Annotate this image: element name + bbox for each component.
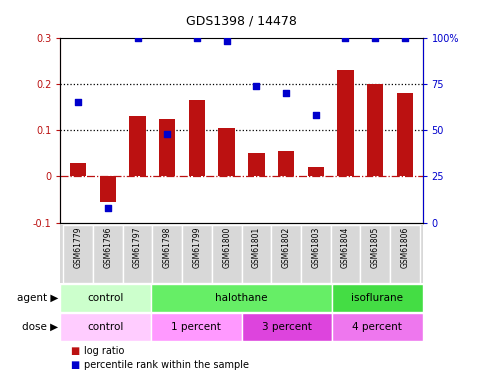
- Bar: [332, 313, 423, 341]
- Text: GSM61796: GSM61796: [103, 226, 113, 268]
- Bar: [308, 167, 324, 177]
- Bar: [70, 162, 86, 177]
- Text: GDS1398 / 14478: GDS1398 / 14478: [186, 15, 297, 28]
- Text: isoflurane: isoflurane: [351, 293, 403, 303]
- Bar: [301, 225, 330, 283]
- Bar: [360, 225, 390, 283]
- Text: agent ▶: agent ▶: [16, 293, 58, 303]
- Bar: [123, 225, 153, 283]
- Bar: [151, 313, 242, 341]
- Text: GSM61797: GSM61797: [133, 226, 142, 268]
- Point: [163, 131, 171, 137]
- Point: [312, 112, 320, 118]
- Text: control: control: [87, 322, 124, 332]
- Bar: [330, 225, 360, 283]
- Point: [371, 34, 379, 40]
- Point: [401, 34, 409, 40]
- Bar: [189, 100, 205, 177]
- Point: [104, 205, 112, 211]
- Text: GSM61801: GSM61801: [252, 226, 261, 268]
- Text: GSM61805: GSM61805: [370, 226, 380, 268]
- Bar: [278, 151, 294, 177]
- Bar: [248, 153, 265, 177]
- Bar: [397, 93, 413, 177]
- Point: [134, 34, 142, 40]
- Bar: [159, 118, 175, 177]
- Point: [74, 99, 82, 105]
- Point: [253, 82, 260, 88]
- Text: GSM61800: GSM61800: [222, 226, 231, 268]
- Text: dose ▶: dose ▶: [22, 322, 58, 332]
- Bar: [63, 225, 93, 283]
- Bar: [242, 225, 271, 283]
- Text: ■: ■: [70, 360, 79, 370]
- Point: [341, 34, 349, 40]
- Text: 4 percent: 4 percent: [353, 322, 402, 332]
- Bar: [151, 284, 332, 312]
- Bar: [390, 225, 420, 283]
- Point: [223, 38, 230, 44]
- Point: [282, 90, 290, 96]
- Bar: [182, 225, 212, 283]
- Point: [193, 34, 201, 40]
- Text: GSM61802: GSM61802: [282, 226, 291, 268]
- Text: ■: ■: [70, 346, 79, 356]
- Bar: [60, 284, 151, 312]
- Text: halothane: halothane: [215, 293, 268, 303]
- Bar: [218, 128, 235, 177]
- Text: GSM61779: GSM61779: [74, 226, 83, 268]
- Text: GSM61803: GSM61803: [311, 226, 320, 268]
- Text: GSM61798: GSM61798: [163, 226, 172, 268]
- Text: GSM61799: GSM61799: [192, 226, 201, 268]
- Text: GSM61804: GSM61804: [341, 226, 350, 268]
- Bar: [367, 84, 384, 177]
- Bar: [271, 225, 301, 283]
- Bar: [60, 313, 151, 341]
- Bar: [242, 313, 332, 341]
- Bar: [337, 70, 354, 177]
- Text: 3 percent: 3 percent: [262, 322, 312, 332]
- Text: control: control: [87, 293, 124, 303]
- Bar: [129, 116, 146, 177]
- Bar: [153, 225, 182, 283]
- Text: log ratio: log ratio: [84, 346, 124, 356]
- Bar: [93, 225, 123, 283]
- Text: percentile rank within the sample: percentile rank within the sample: [84, 360, 249, 370]
- Text: GSM61806: GSM61806: [400, 226, 409, 268]
- Text: 1 percent: 1 percent: [171, 322, 221, 332]
- Bar: [212, 225, 242, 283]
- Bar: [332, 284, 423, 312]
- Bar: [99, 177, 116, 202]
